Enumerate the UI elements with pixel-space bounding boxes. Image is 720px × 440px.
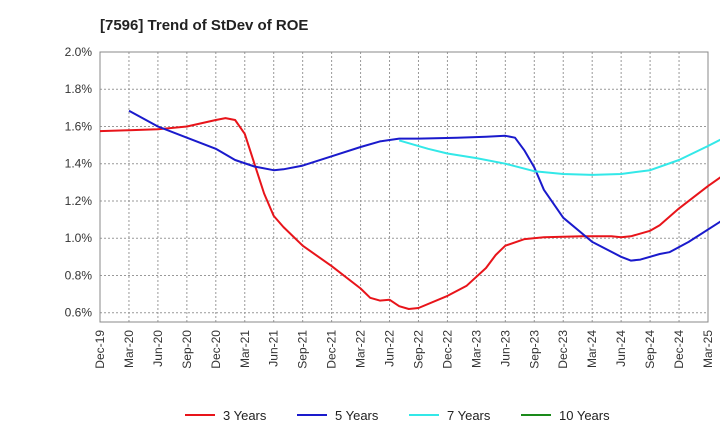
x-tick-label: Mar-22 (354, 330, 368, 368)
y-tick-label: 1.2% (65, 194, 93, 208)
x-tick-label: Dec-21 (325, 330, 339, 369)
legend-label: 10 Years (559, 408, 610, 423)
x-tick-label: Jun-20 (151, 330, 165, 367)
legend-label: 7 Years (447, 408, 491, 423)
series-layer (99, 109, 720, 310)
x-tick-label: Sep-22 (411, 330, 425, 369)
x-tick-label: Dec-22 (440, 330, 454, 369)
series-line-7-years (398, 138, 720, 176)
x-tick-label: Sep-23 (527, 330, 541, 369)
x-tick-label: Dec-24 (672, 330, 686, 369)
x-tick-label: Jun-23 (498, 330, 512, 367)
x-tick-label: Jun-24 (614, 330, 628, 367)
y-tick-label: 0.8% (65, 268, 93, 282)
x-tick-label: Mar-21 (238, 330, 252, 368)
x-tick-label: Mar-20 (122, 330, 136, 368)
x-tick-label: Sep-24 (643, 330, 657, 369)
y-tick-label: 0.6% (65, 306, 93, 320)
x-tick-label: Mar-24 (585, 330, 599, 368)
plot-area (99, 51, 709, 323)
x-tick-label: Dec-19 (93, 330, 107, 369)
grid (100, 51, 708, 322)
y-tick-label: 1.4% (65, 157, 93, 171)
y-axis: 0.6% 0.8% 1.0% 1.2% 1.4% 1.6% 1.8% 2.0% (65, 45, 93, 320)
x-axis: Dec-19 Mar-20 Jun-20 Sep-20 Dec-20 Mar-21 Jun-… (93, 330, 715, 369)
series-line-3-years (99, 117, 720, 310)
x-tick-label: Jun-22 (383, 330, 397, 367)
legend-label: 3 Years (223, 408, 267, 423)
y-tick-label: 2.0% (65, 45, 93, 59)
y-tick-label: 1.0% (65, 231, 93, 245)
y-tick-label: 1.8% (65, 82, 93, 96)
x-tick-label: Mar-25 (701, 330, 715, 368)
legend: 3 Years 5 Years 7 Years 10 Years (185, 408, 610, 423)
y-tick-label: 1.6% (65, 119, 93, 133)
x-tick-label: Mar-23 (469, 330, 483, 368)
chart-title: [7596] Trend of StDev of ROE (100, 17, 308, 34)
x-tick-label: Sep-20 (180, 330, 194, 369)
x-tick-label: Jun-21 (267, 330, 281, 367)
series-line-5-years (128, 109, 720, 262)
x-tick-label: Dec-20 (209, 330, 223, 369)
x-tick-label: Sep-21 (296, 330, 310, 369)
legend-label: 5 Years (335, 408, 379, 423)
x-tick-label: Dec-23 (556, 330, 570, 369)
